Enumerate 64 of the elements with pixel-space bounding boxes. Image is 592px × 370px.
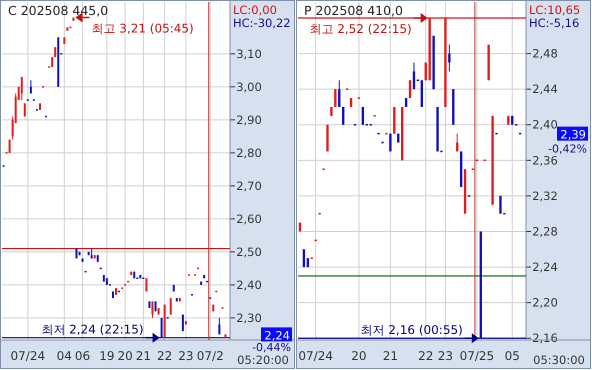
text: -0,42% bbox=[548, 142, 587, 156]
text: 2,39 bbox=[560, 128, 586, 142]
candlestick bbox=[8, 139, 11, 154]
annotation: 최저 2,24 (22:15) bbox=[41, 322, 144, 337]
x-tick-label: 07/24 bbox=[298, 349, 333, 363]
annotation: 최고 2,52 (22:15) bbox=[309, 22, 412, 36]
x-tick-label: 07/24 bbox=[10, 349, 46, 363]
y-tick-label: 2,24 bbox=[532, 260, 558, 274]
x-tick-label: 05 bbox=[504, 349, 520, 363]
candlestick bbox=[145, 278, 148, 292]
candlestick bbox=[389, 133, 392, 152]
candlestick bbox=[90, 248, 93, 259]
candlestick bbox=[448, 44, 451, 72]
candlestick bbox=[218, 317, 220, 335]
chart-title: P 202508 410,0 bbox=[304, 3, 404, 18]
text: LC:0,00 bbox=[233, 3, 277, 17]
candlestick bbox=[20, 76, 23, 101]
text: LC:10,65 bbox=[529, 3, 580, 17]
candlestick bbox=[338, 80, 340, 108]
candlestick bbox=[456, 133, 458, 152]
x-tick-label: 23 bbox=[178, 349, 194, 363]
y-tick-label: 2,30 bbox=[236, 310, 262, 325]
y-tick-label: 2,28 bbox=[532, 224, 558, 238]
text: -0,44% bbox=[252, 341, 291, 354]
y-tick-label: 2,40 bbox=[236, 278, 262, 292]
x-tick-label: 20 bbox=[117, 349, 133, 363]
y-tick-label: 2,60 bbox=[236, 212, 262, 226]
y-tick-label: 2,80 bbox=[236, 146, 262, 160]
y-tick-label: 2,44 bbox=[532, 82, 558, 96]
y-tick-label: 2,32 bbox=[532, 188, 558, 203]
text: 2,24 bbox=[264, 328, 290, 342]
x-tick-label: 04 bbox=[56, 349, 72, 363]
x-tick-label: 07/2 bbox=[196, 349, 224, 363]
candlestick bbox=[182, 314, 184, 332]
candlestick bbox=[75, 248, 78, 259]
x-tick-label: 21 bbox=[382, 349, 398, 363]
y-tick-label: 2,90 bbox=[236, 112, 262, 127]
x-tick-label: 22 bbox=[418, 349, 434, 363]
annotation: 최고 3,21 (05:45) bbox=[91, 22, 194, 36]
x-tick-label: 20 bbox=[351, 349, 367, 363]
y-tick-label: 2,20 bbox=[532, 296, 558, 310]
y-tick-label: 2,48 bbox=[532, 46, 558, 61]
candlestick bbox=[30, 80, 32, 94]
x-tick-label: 21 bbox=[136, 349, 151, 363]
y-tick-label: 2,70 bbox=[236, 178, 262, 193]
text: 05:30:00 bbox=[533, 353, 585, 367]
chart-title: C 202508 445,0 bbox=[8, 3, 108, 18]
text: HC:-5,16 bbox=[529, 16, 580, 30]
candlestick bbox=[151, 300, 154, 318]
y-tick-label: 3,10 bbox=[236, 46, 262, 61]
x-tick-label: 22 bbox=[157, 349, 172, 363]
y-tick-label: 3,00 bbox=[236, 80, 262, 94]
y-tick-label: 2,40 bbox=[532, 118, 558, 132]
candlestick bbox=[170, 298, 172, 316]
y-tick-label: 2,50 bbox=[236, 244, 262, 259]
y-tick-label: 2,36 bbox=[532, 153, 558, 168]
x-tick-label: 07/25 bbox=[460, 349, 494, 363]
annotation: 최저 2,16 (00:55) bbox=[360, 323, 463, 338]
text: HC:-30,22 bbox=[233, 16, 291, 30]
x-tick-label: 19 bbox=[99, 349, 115, 363]
x-tick-label: 06 bbox=[74, 349, 90, 363]
text: 05:20:00 bbox=[237, 353, 289, 367]
x-tick-label: 23 bbox=[438, 349, 454, 363]
candlestick bbox=[334, 88, 337, 108]
